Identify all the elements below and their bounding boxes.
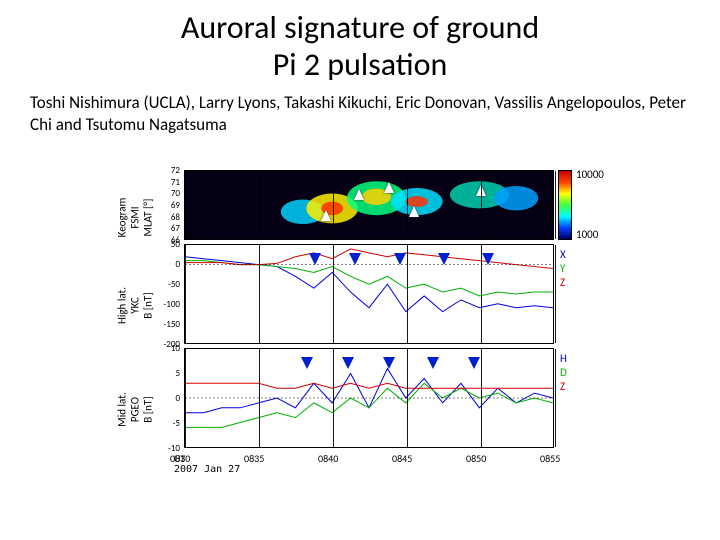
ytick: 69: [162, 200, 180, 211]
title-line2: Pi 2 pulsation: [273, 45, 448, 84]
keogram-panel: [184, 170, 554, 240]
ytick: 70: [162, 188, 180, 199]
title-line1: Auroral signature of ground: [181, 8, 539, 47]
blue-arrow-icon: [342, 357, 354, 369]
page-title: Auroral signature of ground Pi 2 pulsati…: [0, 0, 720, 84]
xtick: 0850: [466, 452, 486, 465]
ytick: 5: [162, 368, 180, 379]
ytick: 72: [162, 165, 180, 176]
figure: 10000 1000 X Y Z H D Z Keogram FSMI MLAT…: [130, 168, 610, 508]
ytick: 67: [162, 223, 180, 234]
ytick: 68: [162, 212, 180, 223]
blue-arrow-icon: [309, 253, 321, 265]
blue-arrow-icon: [468, 357, 480, 369]
ylabel-mid: Mid lat. PGEO B [nT]: [116, 375, 155, 445]
ytick: 71: [162, 177, 180, 188]
blue-arrow-icon: [383, 357, 395, 369]
ytick: -100: [162, 299, 180, 310]
authors: Toshi Nishimura (UCLA), Larry Lyons, Tak…: [0, 84, 720, 136]
mid-lat-panel: [184, 348, 554, 448]
white-arrow-icon: [354, 189, 364, 200]
ytick: 50: [162, 239, 180, 250]
white-arrow-icon: [409, 206, 419, 217]
xtick: 0855: [540, 452, 560, 465]
ytick: -5: [162, 418, 180, 429]
legend-H: H: [560, 352, 567, 365]
ylabel-high: High lat. YKC B [nT]: [116, 271, 155, 341]
white-arrow-icon: [384, 182, 394, 193]
colorbar-bot: 1000: [576, 228, 598, 241]
high-lat-panel: [184, 244, 554, 344]
date-label: 2007 Jan 27: [174, 464, 240, 475]
ytick: -150: [162, 319, 180, 330]
legend-X: X: [560, 248, 566, 261]
xtick: 0845: [392, 452, 412, 465]
ytick: 10: [162, 343, 180, 354]
white-arrow-icon: [321, 210, 331, 221]
colorbar-top: 10000: [576, 168, 604, 181]
xtick: 0840: [318, 452, 338, 465]
legend-D: D: [560, 366, 567, 379]
colorbar: [558, 170, 572, 240]
blue-arrow-icon: [482, 253, 494, 265]
ytick: 0: [162, 259, 180, 270]
blue-arrow-icon: [301, 357, 313, 369]
legend-Z: Z: [560, 276, 565, 289]
blue-arrow-icon: [349, 253, 361, 265]
ylabel-keo: Keogram FSMI MLAT [°]: [116, 183, 155, 253]
blue-arrow-icon: [394, 253, 406, 265]
blue-arrow-icon: [438, 253, 450, 265]
ytick: -50: [162, 279, 180, 290]
blue-arrow-icon: [427, 357, 439, 369]
xtick: 0835: [244, 452, 264, 465]
ytick: 0: [162, 393, 180, 404]
legend-Zm: Z: [560, 380, 565, 393]
legend-Y: Y: [560, 262, 565, 275]
